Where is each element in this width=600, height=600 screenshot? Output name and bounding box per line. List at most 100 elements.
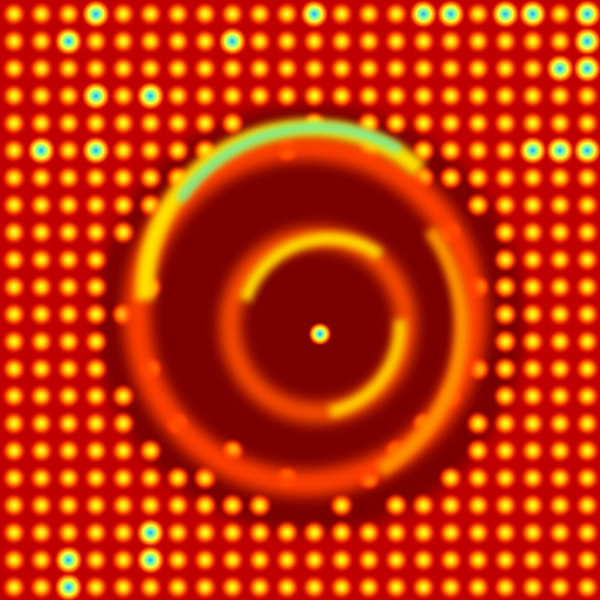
hot-spot [1,355,27,382]
hot-spot [574,355,600,382]
hot-spot [465,410,492,437]
hot-spot [28,1,55,27]
hot-spot [465,437,492,464]
hot-spot [110,192,137,219]
hot-spot [328,28,355,55]
hot-spot [192,1,219,27]
hot-spot [383,110,410,137]
hot-spot [192,110,219,137]
hot-spot [1,574,27,600]
hot-spot [492,519,519,546]
hot-spot [110,465,137,492]
hot-spot [1,137,27,164]
hot-spot [492,437,519,464]
hot-spot [164,547,191,573]
hot-spot [301,574,328,600]
hot-spot [545,53,575,84]
hot-spot [192,82,219,109]
hot-spot [28,519,55,546]
hot-spot [110,137,137,164]
hot-spot [465,164,492,191]
hot-spot [547,437,573,464]
hot-spot [28,82,55,109]
hot-spot [547,164,573,191]
hot-spot [519,219,546,246]
hot-spot [164,28,191,55]
hot-spot [55,519,82,546]
hot-spot [82,55,109,82]
hot-spot [219,547,246,573]
hot-spot [299,0,330,29]
hot-spot [137,28,164,55]
hot-spot [492,137,519,164]
hot-spot [192,574,219,600]
hot-spot [465,192,492,219]
hot-spot [492,383,519,410]
hot-spot [410,55,437,82]
hot-spot [490,0,521,29]
hot-spot [437,547,464,573]
hot-spot [465,1,492,27]
hot-spot [110,492,137,519]
hot-spot [246,82,273,109]
hot-spot [574,492,600,519]
hot-spot [301,28,328,55]
rings [124,118,486,496]
hot-spot [192,519,219,546]
hot-spot [574,574,600,600]
hot-spot [55,137,82,164]
hot-spot [28,547,55,573]
hot-spot [82,383,109,410]
hot-spot [574,301,600,328]
hot-spot [547,519,573,546]
hot-spot [82,328,109,355]
hot-spot [110,519,137,546]
hot-spot [574,164,600,191]
hot-spot [192,465,219,492]
hot-spot [301,55,328,82]
hot-spot [328,82,355,109]
hot-spot [465,137,492,164]
hot-spot [465,547,492,573]
hot-spot [55,82,82,109]
hot-spot [110,82,137,109]
hot-spot [28,410,55,437]
hot-spot [164,137,191,164]
hot-spot [1,164,27,191]
hot-spot [574,246,600,273]
hot-spot [55,328,82,355]
hot-spot [137,574,164,600]
outer-ring-core [176,123,403,203]
hot-spot [219,55,246,82]
hot-spot [110,383,137,410]
hot-spot [492,164,519,191]
hot-spot [572,26,600,57]
hot-spot [437,55,464,82]
hot-spot [1,301,27,328]
hot-spot [82,246,109,273]
hot-spot [135,545,166,575]
hot-spot [519,410,546,437]
hot-spot [137,55,164,82]
hot-spot [328,55,355,82]
hot-spot [574,110,600,137]
hot-spot [28,246,55,273]
hot-spot [82,28,109,55]
hot-spot [301,519,328,546]
hot-spot [53,26,84,57]
hot-spot [55,465,82,492]
hot-spot [328,574,355,600]
hot-spot [1,55,27,82]
hot-spot [547,110,573,137]
hot-spot [547,328,573,355]
hot-spot [82,110,109,137]
hot-spot [519,355,546,382]
hot-spot [246,492,273,519]
hot-spot [355,1,382,27]
hot-spot [572,53,600,84]
hot-spot [492,82,519,109]
hot-spot [437,492,464,519]
hot-spot [383,519,410,546]
hot-spot [1,465,27,492]
